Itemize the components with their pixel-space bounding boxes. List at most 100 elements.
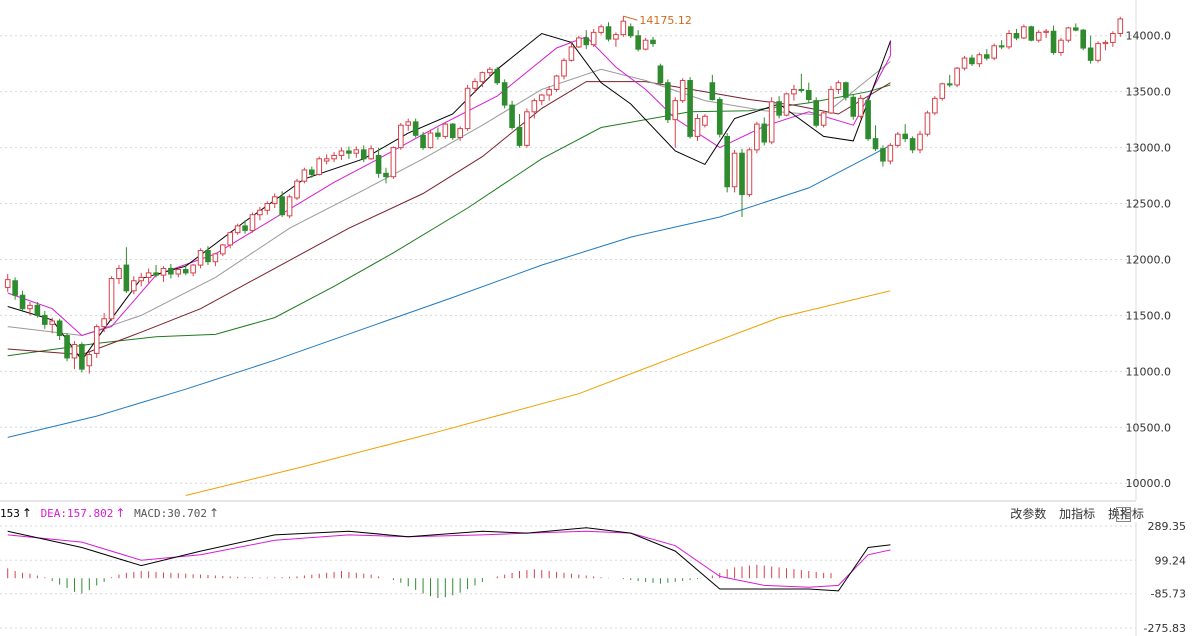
candle-body: [390, 147, 397, 178]
dif-value: 153: [0, 507, 20, 520]
candle: [220, 243, 226, 257]
candle: [783, 92, 790, 117]
candle: [642, 37, 649, 51]
candle-body: [420, 134, 426, 149]
candle: [598, 24, 604, 35]
candle-body: [983, 54, 990, 59]
macd-value: MACD:30.702: [134, 507, 207, 520]
candle: [865, 97, 871, 141]
candle-body: [828, 88, 834, 114]
candle-body: [642, 39, 649, 50]
change-params-button[interactable]: 改参数: [1010, 507, 1047, 521]
candle: [323, 154, 330, 165]
candle: [79, 342, 85, 373]
candle-body: [635, 35, 641, 50]
candle-body: [843, 82, 849, 98]
candle-body: [168, 267, 174, 275]
candle-body: [538, 94, 545, 102]
candle-body: [442, 123, 449, 137]
candle: [635, 30, 641, 52]
candle: [286, 194, 293, 219]
candle: [731, 149, 738, 193]
candle: [383, 167, 389, 184]
candle-body: [131, 280, 137, 292]
candle-body: [190, 264, 196, 274]
candle: [353, 146, 360, 158]
candle-body: [1028, 26, 1035, 41]
candle: [212, 252, 219, 267]
candle-body: [353, 149, 360, 154]
candle: [1095, 41, 1101, 63]
candle: [316, 156, 323, 176]
candle-body: [182, 269, 189, 274]
candle-body: [56, 320, 63, 337]
candle-body: [1087, 47, 1094, 61]
add-indicator-button[interactable]: 加指标: [1059, 507, 1096, 521]
candle-body: [776, 101, 782, 116]
candle: [168, 263, 174, 279]
candle: [1043, 29, 1049, 38]
candle: [954, 67, 960, 88]
candle-body: [998, 45, 1005, 48]
price-tick-label: 13500.0: [1126, 86, 1172, 99]
candle-body: [316, 158, 323, 175]
candle-body: [286, 196, 293, 217]
peak-label: 14175.12: [639, 14, 692, 27]
candle: [776, 96, 782, 119]
candle: [902, 124, 908, 143]
ma20-line: [7, 61, 891, 337]
candle: [309, 166, 315, 178]
candle-body: [1013, 32, 1020, 39]
candle: [190, 263, 196, 277]
macd-histogram: [7, 564, 832, 599]
candle: [613, 32, 619, 47]
candle: [590, 29, 597, 47]
candle: [583, 30, 590, 50]
price-tick-label: 10000.0: [1126, 477, 1172, 490]
candle-body: [93, 326, 100, 354]
candle-body: [331, 154, 337, 160]
candle: [813, 97, 819, 128]
candle: [412, 118, 419, 138]
candle: [754, 121, 760, 154]
candle: [665, 79, 671, 123]
candle-body: [924, 112, 931, 135]
candle-body: [791, 88, 797, 95]
candle-body: [64, 335, 70, 359]
candle: [724, 133, 730, 193]
candle-body: [457, 128, 463, 139]
candle: [1072, 23, 1079, 32]
candle: [472, 78, 478, 93]
candle-body: [627, 26, 634, 37]
candle: [983, 49, 990, 61]
dif-arrow-icon: ↑: [21, 506, 32, 520]
close-icon[interactable]: ✕: [1116, 507, 1131, 522]
candle: [138, 272, 145, 287]
candle: [843, 81, 849, 101]
price-axis: 14000.0 13500.0 13000.0 12500.0 12000.0 11500…: [1126, 30, 1172, 490]
candle-body: [887, 144, 894, 162]
price-tick-label: 14000.0: [1126, 30, 1172, 43]
macd-tick-label: 289.35: [1148, 520, 1187, 533]
candle-body: [1072, 27, 1079, 31]
candle-body: [553, 75, 560, 90]
candle-body: [902, 133, 908, 140]
candle: [390, 146, 397, 179]
candle-body: [939, 83, 946, 99]
candle: [4, 274, 11, 292]
candle-body: [383, 172, 389, 178]
candle-body: [27, 304, 33, 310]
candle-body: [872, 138, 879, 150]
candle: [991, 43, 997, 61]
candle-body: [249, 214, 256, 231]
candle: [805, 82, 812, 103]
candle: [19, 290, 26, 313]
candle: [41, 310, 48, 329]
candle-body: [264, 203, 271, 211]
macd-tick-label: -85.73: [1151, 588, 1186, 601]
candle-body: [220, 244, 226, 255]
candle: [746, 147, 753, 197]
candle-body: [850, 96, 857, 117]
candle-body: [679, 79, 686, 102]
candle: [1028, 25, 1035, 42]
